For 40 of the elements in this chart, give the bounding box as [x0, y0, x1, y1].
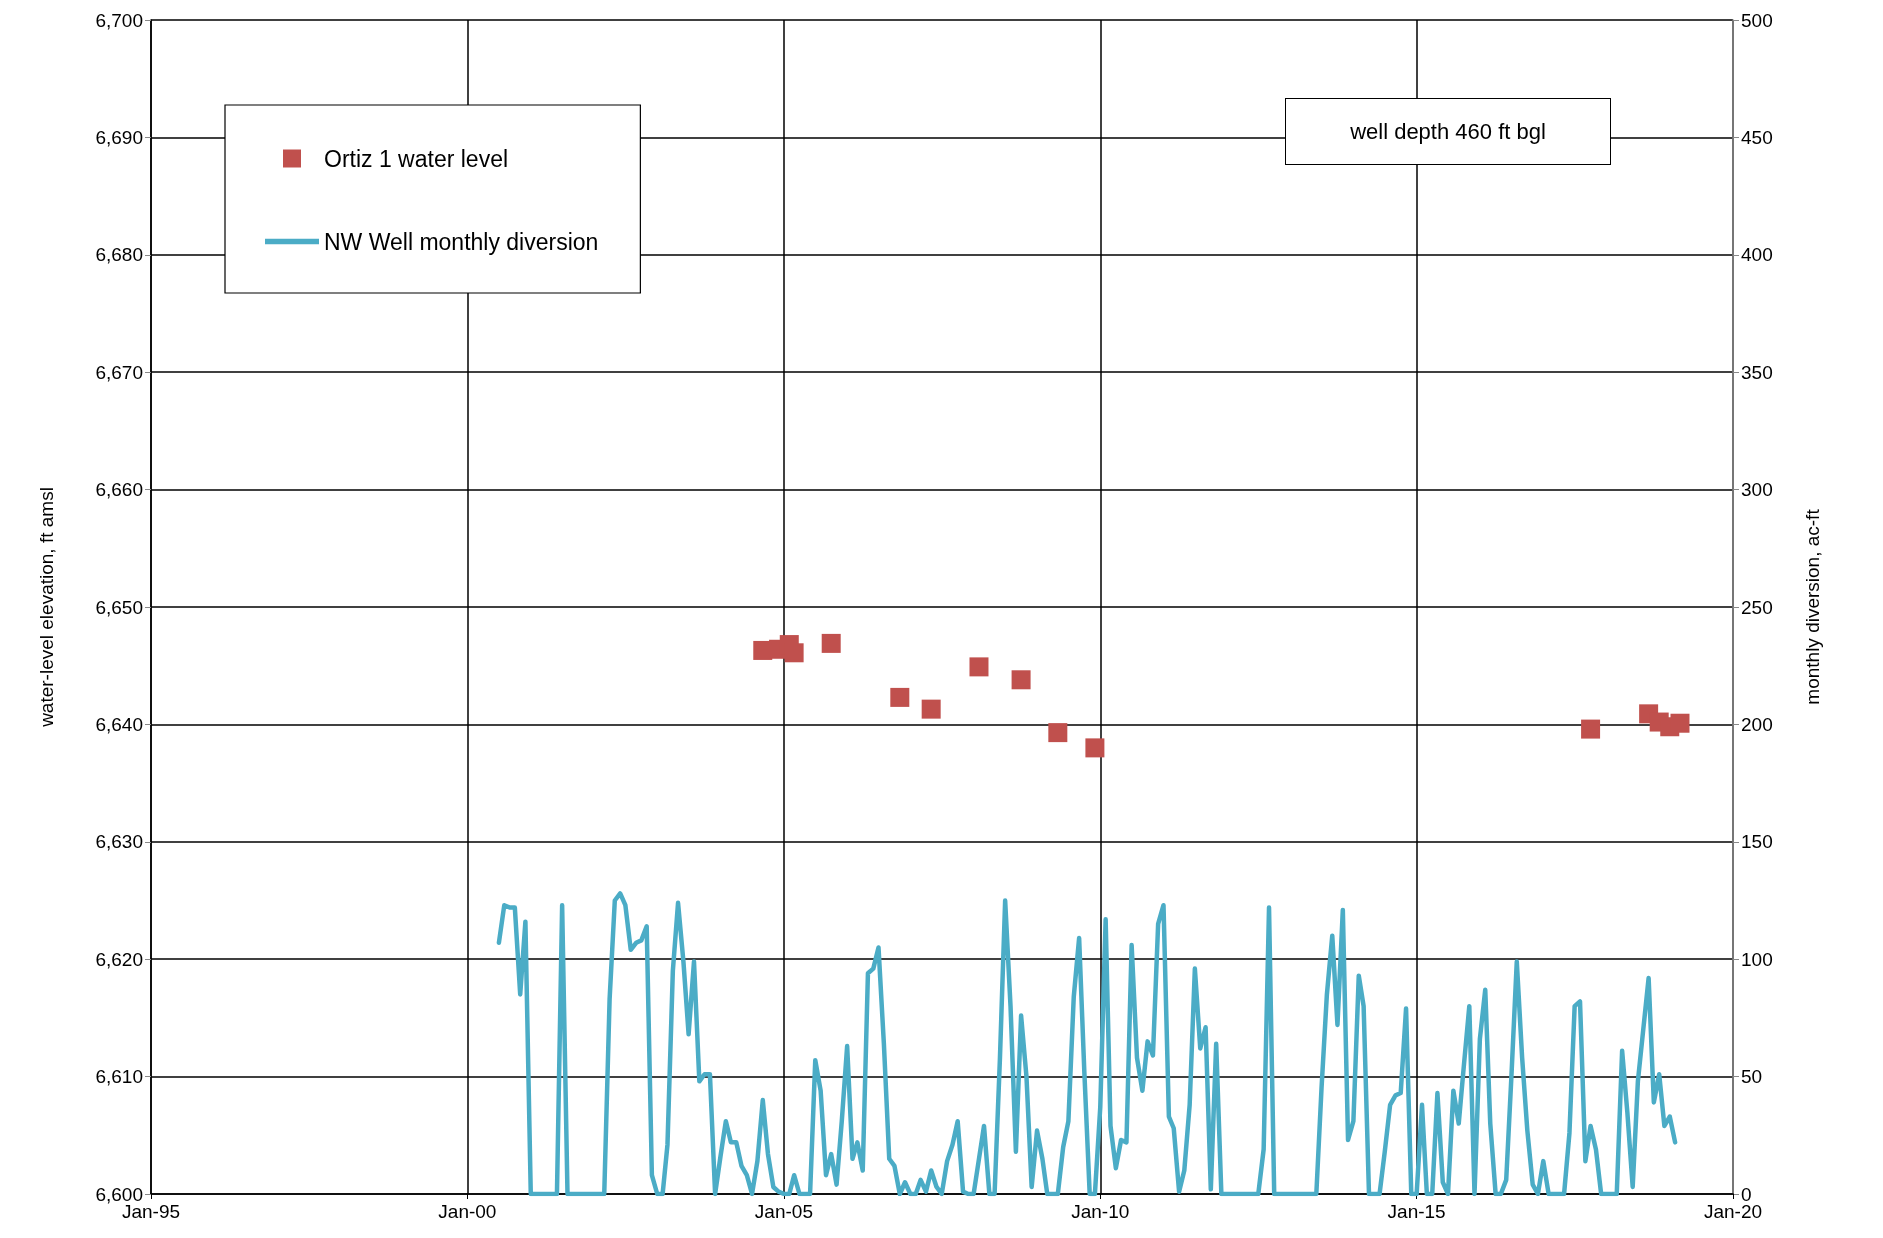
point	[1670, 713, 1690, 733]
y2-tick-label: 450	[1741, 126, 1773, 148]
x-tick-label: Jan-15	[1387, 1201, 1446, 1222]
y-tick-label: 6,650	[95, 596, 143, 618]
legend-label: Ortiz 1 water level	[324, 145, 509, 172]
point	[890, 687, 910, 707]
point	[1581, 719, 1601, 739]
y-tick-label: 6,670	[95, 361, 143, 383]
y2-tick-label: 350	[1741, 361, 1773, 383]
x-tick-label: Jan-00	[438, 1201, 497, 1222]
y2-tick-label: 300	[1741, 479, 1773, 501]
point	[969, 657, 989, 677]
legend-label: NW Well monthly diversion	[324, 228, 599, 255]
point	[784, 643, 804, 663]
y2-axis-title: monthly diversion, ac-ft	[1802, 508, 1823, 705]
y-tick-label: 6,690	[95, 126, 143, 148]
y2-tick-label: 100	[1741, 948, 1773, 970]
x-tick-label: Jan-10	[1071, 1201, 1130, 1222]
y-tick-label: 6,630	[95, 831, 143, 853]
point	[821, 633, 841, 653]
x-tick-label: Jan-05	[754, 1201, 813, 1222]
y2-tick-label: 200	[1741, 713, 1773, 735]
y-tick-label: 6,700	[95, 9, 143, 31]
y-tick-label: 6,640	[95, 713, 143, 735]
y2-tick-label: 250	[1741, 596, 1773, 618]
text-box: well depth 460 ft bgl	[1285, 98, 1611, 165]
point	[921, 699, 941, 719]
y-tick-label: 6,680	[95, 244, 143, 266]
y-tick-label: 6,660	[95, 479, 143, 501]
y-tick-label: 6,620	[95, 948, 143, 970]
y-tick-label: 6,610	[95, 1066, 143, 1088]
y-axis-title: water-level elevation, ft amsl	[36, 487, 57, 728]
y2-tick-label: 150	[1741, 831, 1773, 853]
point	[1011, 670, 1031, 690]
point	[1085, 738, 1105, 758]
line-series	[496, 891, 1678, 1197]
y2-tick-label: 400	[1741, 244, 1773, 266]
y2-tick-label: 500	[1741, 9, 1773, 31]
point	[1048, 723, 1068, 743]
y2-tick-label: 50	[1741, 1066, 1763, 1088]
